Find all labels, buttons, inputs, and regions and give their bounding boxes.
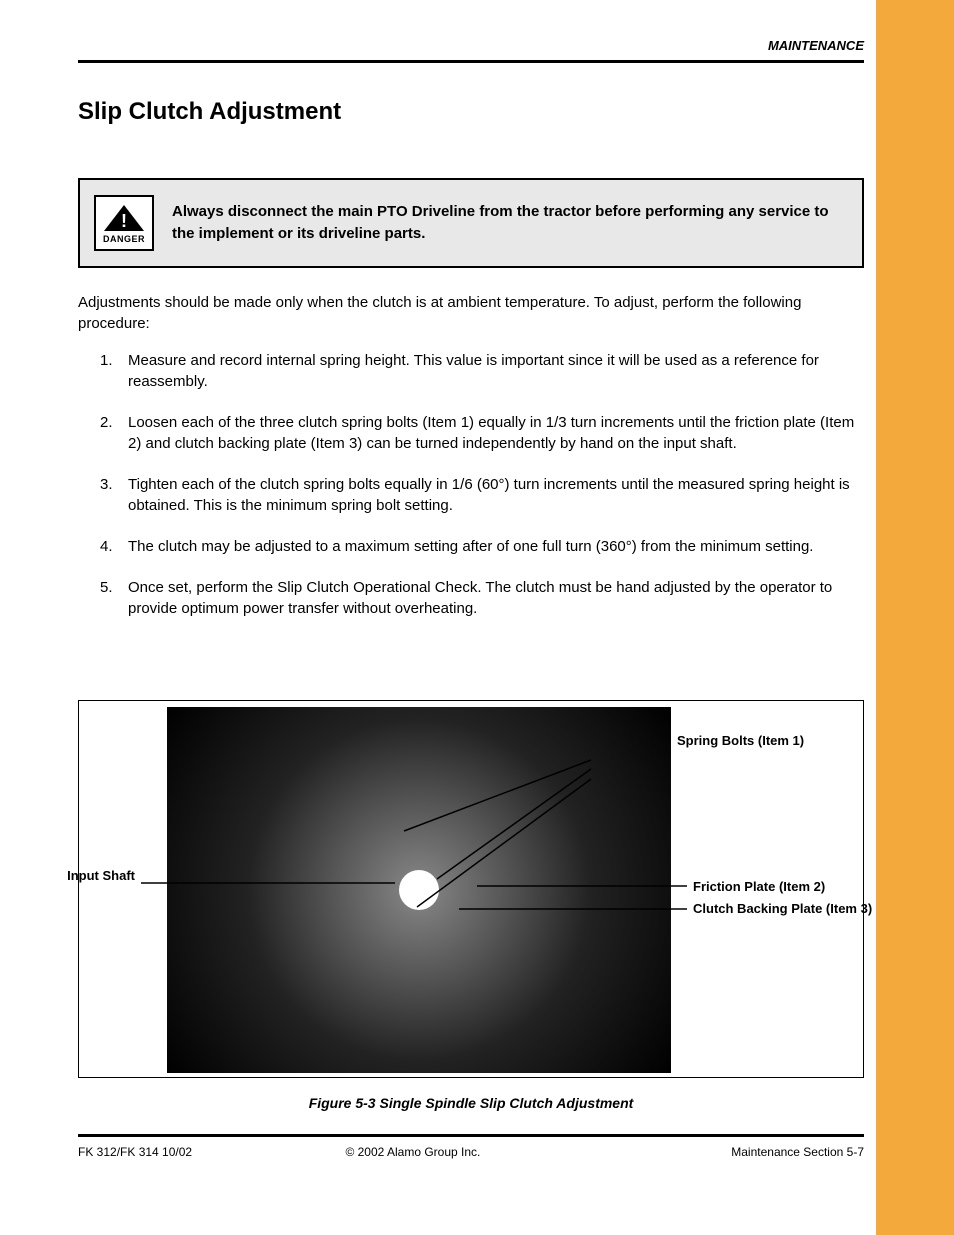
danger-callout: ! DANGER Always disconnect the main PTO … — [78, 178, 864, 268]
page-content: MAINTENANCE Slip Clutch Adjustment ! DAN… — [78, 0, 876, 1235]
danger-icon: ! DANGER — [94, 195, 154, 251]
svg-text:!: ! — [121, 211, 127, 231]
danger-label: DANGER — [103, 234, 145, 244]
step-body: Once set, perform the Slip Clutch Operat… — [128, 577, 864, 619]
step-number: 5. — [100, 577, 128, 619]
callout-friction-plate: Friction Plate (Item 2) — [693, 879, 825, 894]
step-number: 4. — [100, 536, 128, 557]
callout-spring-bolts: Spring Bolts (Item 1) — [677, 733, 804, 748]
step-body: The clutch may be adjusted to a maximum … — [128, 536, 864, 557]
step-item: 2. Loosen each of the three clutch sprin… — [100, 412, 864, 454]
footer-doc-id: FK 312/FK 314 10/02 — [78, 1145, 192, 1159]
step-body: Tighten each of the clutch spring bolts … — [128, 474, 864, 516]
step-number: 1. — [100, 350, 128, 392]
step-item: 3. Tighten each of the clutch spring bol… — [100, 474, 864, 516]
footer-left: FK 312/FK 314 10/02 © 2002 Alamo Group I… — [78, 1145, 480, 1159]
step-item: 1. Measure and record internal spring he… — [100, 350, 864, 392]
header-section-name: MAINTENANCE — [768, 38, 864, 53]
figure-container: Spring Bolts (Item 1) Input Shaft Fricti… — [78, 700, 864, 1078]
figure-caption: Figure 5-3 Single Spindle Slip Clutch Ad… — [78, 1095, 864, 1111]
step-number: 3. — [100, 474, 128, 516]
warning-triangle-icon: ! — [102, 203, 146, 233]
footer-copyright: © 2002 Alamo Group Inc. — [345, 1145, 480, 1159]
clutch-photo — [167, 707, 671, 1073]
footer-page-ref: Maintenance Section 5-7 — [731, 1145, 864, 1159]
callout-backing-plate: Clutch Backing Plate (Item 3) — [693, 901, 872, 916]
intro-paragraph: Adjustments should be made only when the… — [78, 292, 864, 334]
header-rule — [78, 60, 864, 63]
sidebar-stripe: MAINTENANCE — [876, 0, 954, 1235]
steps-list: 1. Measure and record internal spring he… — [100, 350, 864, 639]
footer-rule — [78, 1134, 864, 1137]
step-item: 4. The clutch may be adjusted to a maxim… — [100, 536, 864, 557]
danger-text: Always disconnect the main PTO Driveline… — [172, 201, 848, 245]
step-number: 2. — [100, 412, 128, 454]
callout-input-shaft: Input Shaft — [67, 868, 135, 883]
step-item: 5. Once set, perform the Slip Clutch Ope… — [100, 577, 864, 619]
step-body: Loosen each of the three clutch spring b… — [128, 412, 864, 454]
section-title: Slip Clutch Adjustment — [78, 98, 341, 126]
step-body: Measure and record internal spring heigh… — [128, 350, 864, 392]
